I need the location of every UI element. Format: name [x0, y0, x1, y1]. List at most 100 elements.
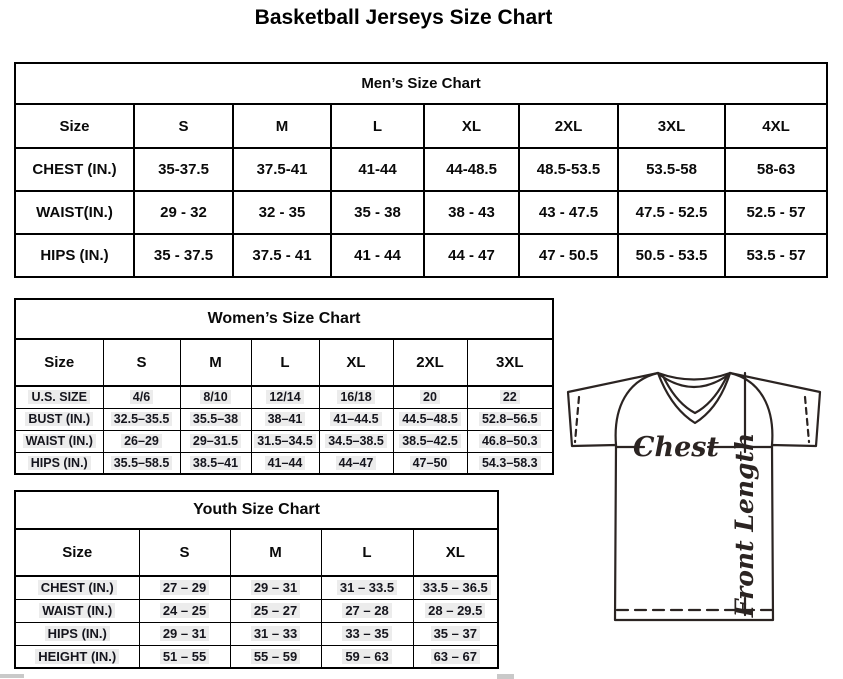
mens-table-title: Men’s Size Chart	[13, 62, 829, 105]
size-cell: 54.3–58.3	[466, 451, 554, 475]
size-cell: 29 - 32	[133, 190, 234, 235]
size-cell: 50.5 - 53.5	[617, 233, 726, 278]
column-header: L	[250, 338, 320, 387]
table-row: Size S M L XL	[14, 528, 499, 577]
column-header: XL	[423, 103, 520, 149]
page-title: Basketball Jerseys Size Chart	[254, 6, 553, 29]
size-cell: 51 – 55	[138, 644, 231, 669]
row-label: BUST (IN.)	[14, 407, 104, 431]
size-cell: 44–47	[318, 451, 394, 475]
size-cell: 29 – 31	[229, 575, 322, 600]
table-row: WAIST (IN.) 24 – 25 25 – 27 27 – 28 28 –…	[14, 598, 499, 623]
row-label: WAIST (IN.)	[14, 598, 140, 623]
row-label: HIPS (IN.)	[14, 233, 135, 278]
row-label: HEIGHT (IN.)	[14, 644, 140, 669]
collar-back-arc-inner	[658, 373, 730, 388]
column-header: 4XL	[723, 103, 829, 149]
table-row: Size S M L XL 2XL 3XL 4XL	[14, 103, 829, 149]
column-header: XL	[412, 528, 499, 577]
size-cell: 16/18	[318, 385, 394, 409]
mens-size-table: Men’s Size Chart Size S M L XL 2XL 3XL 4…	[13, 62, 829, 278]
size-cell: 52.5 - 57	[723, 190, 829, 235]
column-header: 3XL	[617, 103, 726, 149]
size-cell: 46.8–50.3	[466, 429, 554, 453]
size-cell: 47.5 - 52.5	[617, 190, 726, 235]
size-cell: 47–50	[392, 451, 468, 475]
column-header: S	[102, 338, 181, 387]
size-cell: 28 – 29.5	[412, 598, 499, 623]
table-row: BUST (IN.) 32.5–35.5 35.5–38 38–41 41–44…	[14, 407, 554, 431]
column-header: S	[133, 103, 234, 149]
size-cell: 4/6	[102, 385, 181, 409]
size-cell: 32.5–35.5	[102, 407, 181, 431]
row-label-text: HEIGHT (IN.)	[35, 648, 120, 664]
front-length-label: Front Length	[730, 433, 759, 618]
table-row: WAIST (IN.) 26–29 29–31.5 31.5–34.5 34.5…	[14, 429, 554, 453]
column-header: M	[229, 528, 322, 577]
column-header: L	[320, 528, 414, 577]
size-cell: 47 - 50.5	[518, 233, 619, 278]
size-cell: 24 – 25	[138, 598, 231, 623]
row-label: CHEST (IN.)	[14, 147, 135, 192]
size-cell: 32 - 35	[232, 190, 332, 235]
size-cell: 8/10	[179, 385, 252, 409]
size-cell: 44.5–48.5	[392, 407, 468, 431]
size-cell: 35.5–58.5	[102, 451, 181, 475]
size-cell: 22	[466, 385, 554, 409]
size-cell: 29 – 31	[138, 621, 231, 646]
size-cell: 41 - 44	[330, 233, 425, 278]
size-cell: 27 – 29	[138, 575, 231, 600]
column-header: Size	[14, 338, 104, 387]
size-cell: 37.5 - 41	[232, 233, 332, 278]
size-cell: 12/14	[250, 385, 320, 409]
size-cell: 31 – 33.5	[320, 575, 414, 600]
size-cell: 26–29	[102, 429, 181, 453]
size-cell: 35 - 38	[330, 190, 425, 235]
column-header: Size	[14, 528, 140, 577]
size-cell: 55 – 59	[229, 644, 322, 669]
column-header: L	[330, 103, 425, 149]
column-header: S	[138, 528, 231, 577]
size-cell: 53.5 - 57	[723, 233, 829, 278]
size-cell: 34.5–38.5	[318, 429, 394, 453]
size-cell: 35-37.5	[133, 147, 234, 192]
left-cuff-dashed-line	[573, 395, 581, 444]
size-cell: 44 - 47	[423, 233, 520, 278]
table-row: HIPS (IN.) 29 – 31 31 – 33 33 – 35 35 – …	[14, 621, 499, 646]
table-row: CHEST (IN.) 27 – 29 29 – 31 31 – 33.5 33…	[14, 575, 499, 600]
size-cell: 38.5–42.5	[392, 429, 468, 453]
jersey-right-seam	[728, 371, 774, 447]
size-cell: 20	[392, 385, 468, 409]
size-cell: 58-63	[723, 147, 829, 192]
row-label-text: HIPS (IN.)	[44, 626, 110, 641]
row-label-text: HIPS (IN.)	[27, 455, 91, 470]
table-row: HIPS (IN.) 35.5–58.5 38.5–41 41–44 44–47…	[14, 451, 554, 475]
column-header: M	[179, 338, 252, 387]
size-cell: 38.5–41	[179, 451, 252, 475]
collar-back-arc-outer	[656, 371, 732, 381]
table-row: Size S M L XL 2XL 3XL	[14, 338, 554, 387]
row-label-text: BUST (IN.)	[25, 412, 94, 426]
chest-label: Chest	[633, 432, 719, 463]
column-header: XL	[318, 338, 394, 387]
jersey-outline	[566, 371, 822, 622]
edge-fragment-left	[0, 674, 24, 678]
jersey-diagram: Chest Front Length	[566, 371, 822, 622]
size-cell: 33.5 – 36.5	[412, 575, 499, 600]
youth-size-table: Youth Size Chart Size S M L XL CHEST (IN…	[14, 490, 500, 669]
column-header: 2XL	[392, 338, 468, 387]
table-row: Women’s Size Chart	[14, 298, 554, 340]
size-cell: 31.5–34.5	[250, 429, 320, 453]
womens-table-title: Women’s Size Chart	[14, 298, 554, 340]
size-cell: 44-48.5	[423, 147, 520, 192]
table-row: Men’s Size Chart	[13, 62, 829, 105]
jersey-left-seam	[614, 371, 660, 447]
size-cell: 33 – 35	[320, 621, 414, 646]
table-row: Youth Size Chart	[14, 490, 499, 530]
size-cell: 27 – 28	[320, 598, 414, 623]
column-header: 3XL	[466, 338, 554, 387]
collar-v-inner	[661, 374, 729, 415]
row-label: U.S. SIZE	[14, 385, 104, 409]
size-cell: 52.8–56.5	[466, 407, 554, 431]
size-cell: 35 - 37.5	[133, 233, 234, 278]
